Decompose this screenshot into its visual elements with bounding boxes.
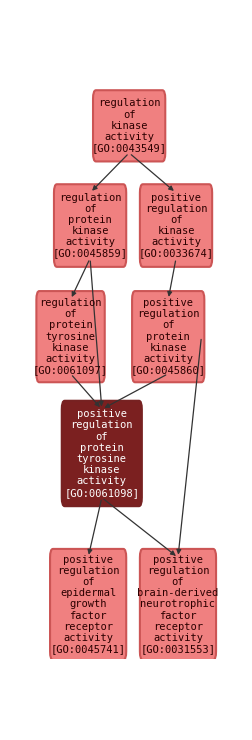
FancyBboxPatch shape [140, 549, 216, 660]
Text: positive
regulation
of
protein
tyrosine
kinase
activity
[GO:0061098]: positive regulation of protein tyrosine … [64, 409, 139, 498]
Text: regulation
of
kinase
activity
[GO:0043549]: regulation of kinase activity [GO:004354… [92, 98, 167, 153]
FancyBboxPatch shape [50, 549, 126, 660]
FancyBboxPatch shape [140, 184, 212, 267]
FancyBboxPatch shape [62, 401, 142, 506]
FancyBboxPatch shape [54, 184, 126, 267]
FancyBboxPatch shape [93, 90, 165, 161]
Text: regulation
of
protein
kinase
activity
[GO:0045859]: regulation of protein kinase activity [G… [53, 192, 128, 258]
Text: positive
regulation
of
protein
kinase
activity
[GO:0045860]: positive regulation of protein kinase ac… [131, 298, 206, 375]
Text: regulation
of
protein
tyrosine
kinase
activity
[GO:0061097]: regulation of protein tyrosine kinase ac… [33, 298, 108, 375]
FancyBboxPatch shape [132, 291, 204, 383]
Text: positive
regulation
of
kinase
activity
[GO:0033674]: positive regulation of kinase activity [… [139, 192, 213, 258]
Text: positive
regulation
of
epidermal
growth
factor
receptor
activity
[GO:0045741]: positive regulation of epidermal growth … [51, 555, 126, 654]
FancyBboxPatch shape [36, 291, 105, 383]
Text: positive
regulation
of
brain-derived
neurotrophic
factor
receptor
activity
[GO:0: positive regulation of brain-derived neu… [137, 555, 218, 654]
